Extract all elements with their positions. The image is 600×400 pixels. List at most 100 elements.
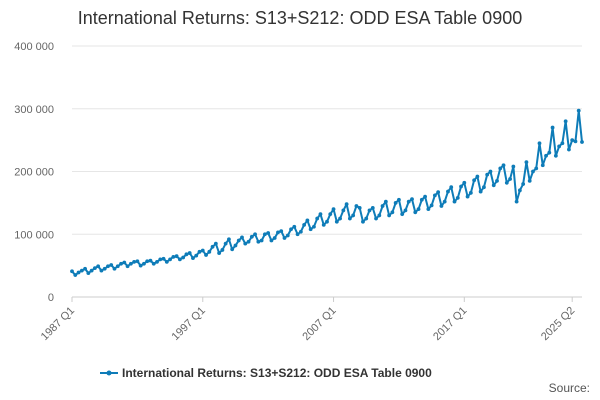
data-point[interactable]: [521, 182, 526, 186]
data-point[interactable]: [478, 189, 483, 194]
data-point[interactable]: [485, 172, 490, 177]
data-point[interactable]: [537, 141, 542, 146]
data-point[interactable]: [292, 224, 297, 229]
data-point[interactable]: [197, 249, 202, 254]
data-point[interactable]: [158, 257, 163, 262]
data-point[interactable]: [344, 202, 349, 207]
data-point[interactable]: [334, 219, 339, 224]
data-point[interactable]: [279, 229, 284, 234]
data-point[interactable]: [256, 239, 261, 244]
data-point[interactable]: [200, 248, 205, 253]
data-point[interactable]: [576, 108, 581, 113]
data-point[interactable]: [171, 254, 176, 259]
data-point[interactable]: [92, 266, 97, 271]
data-point[interactable]: [315, 216, 320, 221]
data-point[interactable]: [550, 125, 555, 130]
data-point[interactable]: [246, 239, 251, 244]
data-point[interactable]: [416, 207, 421, 212]
data-point[interactable]: [115, 264, 120, 269]
data-point[interactable]: [122, 260, 127, 265]
data-point[interactable]: [220, 248, 225, 252]
data-point[interactable]: [321, 222, 326, 227]
data-point[interactable]: [125, 264, 130, 269]
data-point[interactable]: [383, 199, 388, 204]
data-point[interactable]: [432, 193, 437, 198]
data-point[interactable]: [403, 208, 408, 213]
data-point[interactable]: [223, 241, 228, 246]
data-point[interactable]: [341, 208, 346, 213]
data-point[interactable]: [109, 263, 114, 267]
data-point[interactable]: [377, 213, 382, 218]
data-point[interactable]: [230, 247, 235, 252]
data-point[interactable]: [318, 212, 323, 217]
data-point[interactable]: [540, 163, 545, 168]
data-point[interactable]: [112, 266, 117, 271]
data-point[interactable]: [86, 271, 91, 276]
data-point[interactable]: [354, 204, 359, 208]
data-point[interactable]: [168, 257, 172, 262]
data-point[interactable]: [472, 178, 477, 183]
data-point[interactable]: [269, 238, 274, 243]
data-point[interactable]: [240, 235, 244, 240]
data-point[interactable]: [338, 216, 342, 221]
data-point[interactable]: [289, 227, 293, 232]
data-point[interactable]: [135, 259, 140, 264]
data-point[interactable]: [449, 185, 454, 190]
data-point[interactable]: [491, 183, 496, 188]
data-point[interactable]: [364, 216, 369, 221]
data-point[interactable]: [243, 241, 248, 246]
data-point[interactable]: [393, 200, 398, 205]
data-point[interactable]: [253, 232, 257, 237]
data-point[interactable]: [119, 261, 123, 266]
data-point[interactable]: [325, 219, 329, 224]
data-point[interactable]: [213, 241, 218, 246]
data-point[interactable]: [498, 166, 503, 171]
data-point[interactable]: [367, 208, 372, 213]
data-point[interactable]: [557, 144, 562, 149]
data-point[interactable]: [282, 236, 287, 240]
data-point[interactable]: [580, 140, 584, 144]
data-point[interactable]: [99, 268, 104, 273]
data-point[interactable]: [227, 237, 231, 242]
data-point[interactable]: [194, 253, 199, 258]
data-point[interactable]: [73, 273, 78, 277]
data-point[interactable]: [410, 197, 414, 202]
data-point[interactable]: [210, 244, 215, 249]
data-point[interactable]: [191, 256, 195, 260]
data-point[interactable]: [236, 238, 241, 243]
data-point[interactable]: [357, 205, 362, 210]
data-point[interactable]: [96, 264, 101, 269]
data-point[interactable]: [285, 233, 290, 238]
data-point[interactable]: [155, 259, 159, 264]
data-point[interactable]: [102, 266, 107, 271]
data-point[interactable]: [544, 153, 548, 158]
data-point[interactable]: [174, 254, 179, 259]
data-point[interactable]: [573, 139, 578, 144]
data-point[interactable]: [217, 251, 222, 255]
data-point[interactable]: [233, 243, 238, 248]
data-point[interactable]: [462, 180, 467, 185]
data-point[interactable]: [524, 160, 529, 164]
data-point[interactable]: [262, 232, 267, 237]
data-point[interactable]: [302, 222, 307, 227]
data-point[interactable]: [563, 119, 568, 124]
data-point[interactable]: [413, 210, 418, 215]
data-point[interactable]: [570, 138, 575, 143]
data-point[interactable]: [305, 218, 310, 223]
data-point[interactable]: [308, 227, 313, 232]
data-point[interactable]: [455, 195, 460, 200]
data-point[interactable]: [397, 197, 401, 202]
data-point[interactable]: [475, 174, 480, 179]
data-point[interactable]: [436, 190, 441, 195]
data-point[interactable]: [452, 199, 457, 204]
data-point[interactable]: [482, 185, 486, 190]
data-point[interactable]: [370, 205, 375, 210]
data-point[interactable]: [508, 177, 512, 181]
data-point[interactable]: [76, 270, 81, 275]
data-point[interactable]: [161, 256, 166, 261]
data-point[interactable]: [276, 230, 280, 235]
data-point[interactable]: [145, 259, 150, 264]
data-point[interactable]: [419, 197, 424, 202]
data-point[interactable]: [380, 204, 385, 208]
data-point[interactable]: [426, 207, 431, 212]
